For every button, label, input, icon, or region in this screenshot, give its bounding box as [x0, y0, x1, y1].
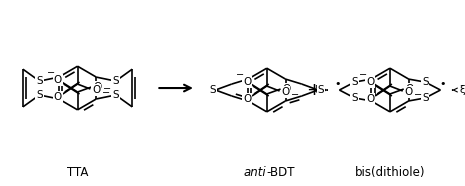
Text: +: +	[306, 81, 322, 99]
Text: S: S	[351, 77, 358, 87]
Text: O: O	[92, 85, 100, 95]
Text: O: O	[54, 75, 62, 85]
Text: O: O	[366, 94, 374, 104]
Text: O: O	[243, 77, 251, 87]
Text: O: O	[281, 87, 290, 97]
Text: S: S	[318, 85, 324, 95]
Text: O: O	[405, 87, 413, 97]
Text: •: •	[439, 79, 445, 89]
Text: S: S	[422, 77, 429, 87]
Text: −: −	[236, 70, 244, 80]
Text: anti: anti	[244, 166, 266, 179]
Text: −: −	[102, 88, 110, 98]
Text: ξ: ξ	[459, 85, 465, 95]
Text: S: S	[113, 90, 119, 100]
Text: S: S	[113, 76, 119, 86]
Text: S: S	[36, 76, 43, 86]
Text: -BDT: -BDT	[266, 166, 295, 179]
Text: −: −	[414, 90, 423, 100]
Text: S: S	[36, 90, 43, 100]
Text: O: O	[93, 82, 101, 92]
Text: O: O	[243, 94, 251, 104]
Text: S: S	[209, 85, 216, 95]
Text: −: −	[291, 90, 299, 100]
Text: −: −	[359, 70, 367, 80]
Text: O: O	[54, 92, 62, 102]
Text: O: O	[405, 84, 414, 94]
Text: S: S	[422, 93, 429, 103]
Text: O: O	[366, 77, 374, 87]
Text: ξ: ξ	[315, 85, 321, 95]
Text: −: −	[103, 84, 111, 94]
Text: O: O	[282, 84, 291, 94]
Text: −: −	[47, 68, 55, 78]
Text: •: •	[334, 79, 341, 89]
Text: S: S	[351, 93, 358, 103]
Text: TTA: TTA	[67, 166, 88, 179]
Text: bis(dithiole): bis(dithiole)	[355, 166, 425, 179]
